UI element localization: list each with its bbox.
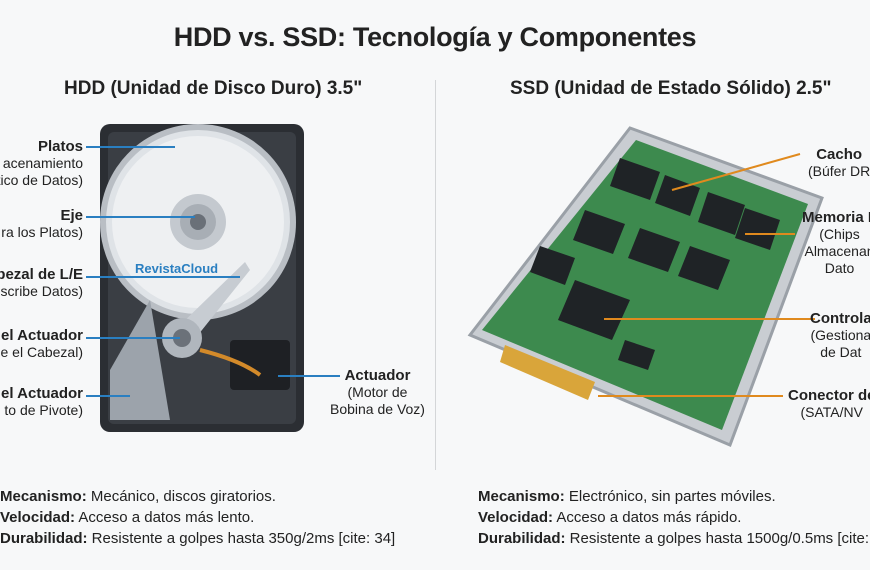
divider — [435, 80, 436, 470]
ssd-specs: Mecanismo: Electrónico, sin partes móvil… — [478, 486, 869, 549]
label-spindle: Eje ra los Platos) — [1, 207, 83, 240]
label-actuator: Actuador (Motor de Bobina de Voz) — [330, 367, 425, 417]
label-actuator-axis: el Actuador to de Pivote) — [1, 385, 83, 418]
ssd-controller-chip — [558, 280, 630, 340]
ssd-heading: SSD (Unidad de Estado Sólido) 2.5" — [510, 78, 832, 99]
label-controller: Controla (Gestiona de Dat — [810, 310, 870, 360]
label-cache: Cacho (Búfer DR — [808, 146, 870, 179]
spec-row: Velocidad: Acceso a datos más lento. — [0, 509, 255, 526]
spec-row: Durabilidad: Resistente a golpes hasta 1… — [478, 530, 870, 547]
label-connector: Conector de (SATA/NV — [788, 387, 870, 420]
hdd-actuator-magnet — [230, 340, 290, 390]
spec-row: Durabilidad: Resistente a golpes hasta 3… — [0, 530, 396, 547]
spec-row: Mecanismo: Mecánico, discos giratorios. — [0, 488, 276, 505]
page-title: HDD vs. SSD: Tecnología y Componentes — [173, 22, 697, 52]
spec-row: Velocidad: Acceso a datos más rápido. — [478, 509, 742, 526]
label-flash-memory: Memoria F (Chips Almacenan Dato — [802, 209, 870, 276]
label-actuator-arm: del Actuador e el Cabezal) — [0, 327, 83, 360]
ssd-illustration — [467, 126, 824, 447]
hdd-heading: HDD (Unidad de Disco Duro) 3.5" — [64, 78, 363, 99]
hdd-specs: Mecanismo: Mecánico, discos giratorios. … — [0, 486, 395, 549]
spec-row: Mecanismo: Electrónico, sin partes móvil… — [478, 488, 776, 505]
watermark-logo: RevistaCloud — [135, 261, 218, 276]
label-rw-head: bezal de L/E Escribe Datos) — [0, 266, 83, 299]
label-platters: Platos acenamiento tico de Datos) — [0, 138, 83, 188]
ssd-connector — [500, 345, 595, 400]
